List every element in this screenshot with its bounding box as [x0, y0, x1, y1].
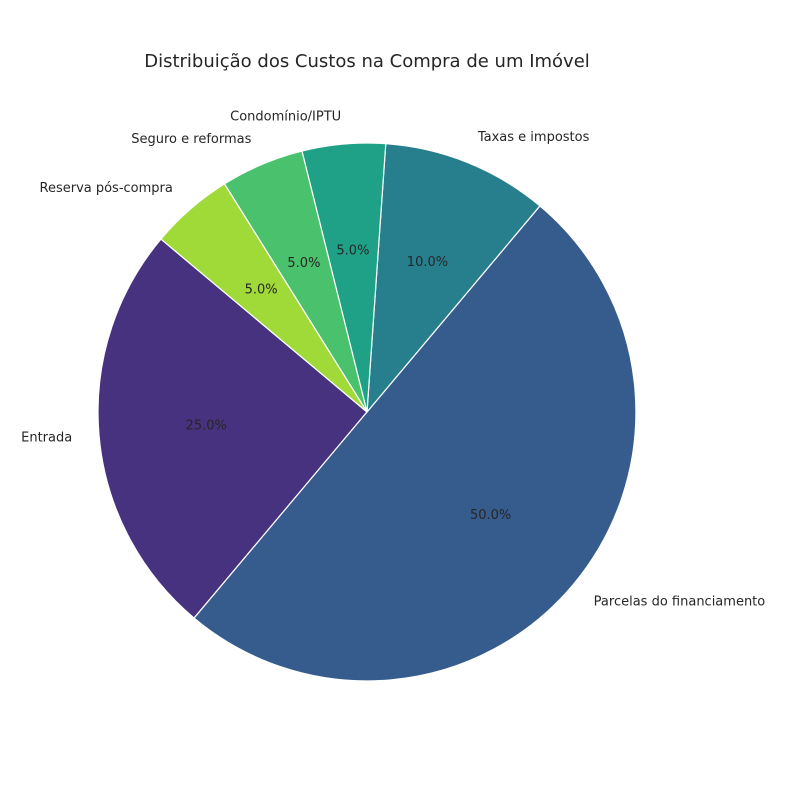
- slice-percent-label: 5.0%: [245, 283, 278, 298]
- pie-slice: [160, 183, 368, 413]
- slice-label: Reserva pós-compra: [40, 181, 173, 196]
- pie-labels: Entrada 25.0% Parcelas do financiamento 50.…: [21, 110, 765, 610]
- pie-slice: [97, 238, 368, 619]
- chart-title: Distribuição dos Custos na Compra de um …: [144, 51, 590, 72]
- slice-percent-label: 25.0%: [186, 419, 227, 434]
- slice-percent-label: 5.0%: [336, 244, 369, 259]
- slice-label: Entrada: [21, 430, 72, 445]
- slice-label: Condomínio/IPTU: [230, 110, 341, 125]
- slice-label: Taxas e impostos: [477, 130, 590, 145]
- slice-percent-label: 10.0%: [407, 255, 448, 270]
- pie-slices: [97, 142, 637, 682]
- pie-slice: [193, 205, 637, 682]
- slice-label: Seguro e reformas: [131, 132, 251, 147]
- slice-percent-label: 5.0%: [287, 256, 320, 271]
- slice-percent-label: 50.0%: [470, 508, 511, 523]
- pie-slice: [366, 143, 541, 414]
- slice-label: Parcelas do financiamento: [594, 595, 766, 610]
